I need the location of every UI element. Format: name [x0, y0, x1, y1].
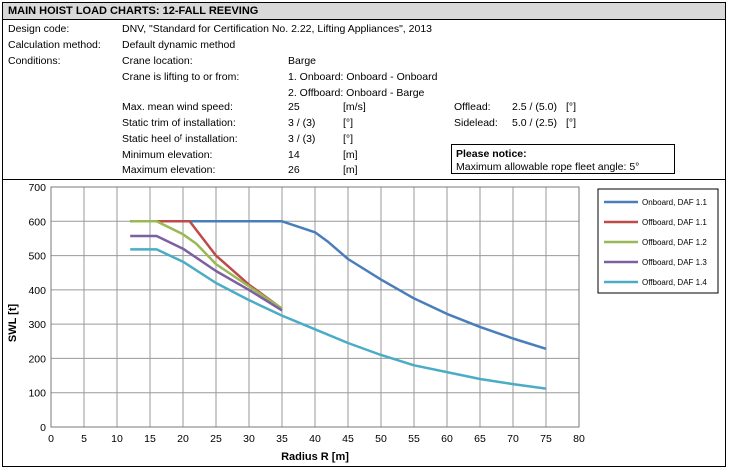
- y-tick-label: 100: [28, 388, 46, 400]
- notice-text: Maximum allowable rope fleet angle: 5°: [456, 161, 640, 173]
- heel-label: Static heel oᶠ installation:: [122, 133, 238, 145]
- x-tick-label: 10: [111, 433, 123, 445]
- x-axis-label: Radius R [m]: [281, 451, 349, 463]
- offlead-unit: [°]: [566, 101, 577, 113]
- wind-speed-unit: [m/s]: [343, 101, 366, 113]
- legend-label: Offboard, DAF 1.2: [642, 238, 707, 247]
- design-code-label: Design code:: [8, 23, 70, 35]
- x-tick-label: 15: [144, 433, 156, 445]
- calc-method-label: Calculation method:: [8, 39, 101, 51]
- offlead-label: Offlead:: [454, 101, 491, 113]
- y-tick-label: 700: [28, 182, 46, 194]
- offlead-value: 2.5 / (5.0): [512, 101, 557, 113]
- series-line-4: [130, 234, 283, 312]
- page-title: MAIN HOIST LOAD CHARTS: 12-FALL REEVING: [8, 5, 259, 17]
- y-tick-label: 500: [28, 251, 46, 263]
- wind-speed-value: 25: [288, 101, 300, 113]
- notice-box: Please notice: Maximum allowable rope fl…: [451, 144, 675, 174]
- sidelead-label: Sidelead:: [454, 117, 498, 129]
- chart-legend: Onboard, DAF 1.1 Offboard, DAF 1.1 Offboar…: [597, 188, 719, 294]
- x-tick-label: 35: [276, 433, 288, 445]
- x-tick-label: 75: [540, 433, 552, 445]
- min-elevation-label: Minimum elevation:: [122, 149, 213, 161]
- heel-unit: [°]: [343, 133, 354, 145]
- y-tick-label: 600: [28, 216, 46, 228]
- load-chart-frame: MAIN HOIST LOAD CHARTS: 12-FALL REEVING …: [2, 2, 726, 467]
- legend-label: Onboard, DAF 1.1: [642, 198, 707, 207]
- x-tick-label: 45: [342, 433, 354, 445]
- x-tick-label: 80: [573, 433, 585, 445]
- chart-ticks: 0 5 10 15 20 25 30 35 40 45 50 55 60 65 70 75 80 0 100 200 3…: [28, 182, 585, 445]
- y-tick-label: 200: [28, 353, 46, 365]
- trim-label: Static trim of installation:: [122, 117, 236, 129]
- chart-series: [130, 220, 547, 390]
- y-tick-label: 300: [28, 319, 46, 331]
- x-tick-label: 40: [309, 433, 321, 445]
- calc-method-value: Default dynamic method: [122, 39, 236, 51]
- y-axis-label: SWL [t]: [7, 304, 19, 343]
- x-tick-label: 65: [474, 433, 486, 445]
- max-elevation-unit: [m]: [343, 164, 358, 176]
- x-tick-label: 5: [81, 433, 87, 445]
- legend-label: Offboard, DAF 1.4: [642, 278, 707, 287]
- chart-grid: [50, 186, 580, 428]
- legend-label: Offboard, DAF 1.1: [642, 218, 707, 227]
- x-tick-label: 50: [375, 433, 387, 445]
- sidelead-value: 5.0 / (2.5): [512, 117, 557, 129]
- x-tick-label: 20: [177, 433, 189, 445]
- lifting-label: Crane is lifting to or from:: [122, 71, 240, 83]
- min-elevation-value: 14: [288, 149, 300, 161]
- series-line-5: [130, 248, 547, 390]
- x-tick-label: 0: [48, 433, 54, 445]
- conditions-label: Conditions:: [8, 55, 61, 67]
- wind-speed-label: Max. mean wind speed:: [122, 101, 233, 113]
- x-tick-label: 30: [243, 433, 255, 445]
- series-line-1: [130, 220, 547, 350]
- x-tick-label: 25: [210, 433, 222, 445]
- x-tick-label: 70: [507, 433, 519, 445]
- max-elevation-value: 26: [288, 164, 300, 176]
- crane-location-value: Barge: [288, 55, 317, 67]
- lifting-option-1: 1. Onboard: Onboard - Onboard: [288, 71, 438, 83]
- sidelead-unit: [°]: [566, 117, 577, 129]
- y-tick-label: 400: [28, 285, 46, 297]
- x-tick-label: 55: [408, 433, 420, 445]
- notice-title: Please notice:: [456, 148, 527, 160]
- y-tick-label: 0: [40, 422, 46, 434]
- section-divider: [3, 179, 725, 180]
- plot-area-border: [50, 186, 580, 428]
- x-tick-label: 60: [441, 433, 453, 445]
- crane-location-label: Crane location:: [122, 55, 193, 67]
- legend-label: Offboard, DAF 1.3: [642, 258, 707, 267]
- trim-unit: [°]: [343, 117, 354, 129]
- title-bar: MAIN HOIST LOAD CHARTS: 12-FALL REEVING: [3, 3, 725, 20]
- lifting-option-2: 2. Offboard: Onboard - Barge: [288, 87, 425, 99]
- trim-value: 3 / (3): [288, 117, 316, 129]
- min-elevation-unit: [m]: [343, 149, 358, 161]
- design-code-value: DNV, "Standard for Certification No. 2.2…: [122, 23, 432, 35]
- series-line-3: [130, 220, 283, 310]
- load-chart: 0 5 10 15 20 25 30 35 40 45 50 55 60 65 70 75 80 0 100 200 3…: [7, 182, 719, 463]
- heel-value: 3 / (3): [288, 133, 316, 145]
- max-elevation-label: Maximum elevation:: [122, 164, 216, 176]
